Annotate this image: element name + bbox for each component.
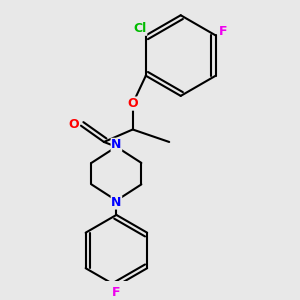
Text: O: O <box>128 97 138 110</box>
Text: Cl: Cl <box>134 22 147 35</box>
Text: N: N <box>111 138 122 152</box>
Text: F: F <box>112 286 121 299</box>
Text: N: N <box>111 196 122 209</box>
Text: F: F <box>219 25 228 38</box>
Text: O: O <box>69 118 80 131</box>
